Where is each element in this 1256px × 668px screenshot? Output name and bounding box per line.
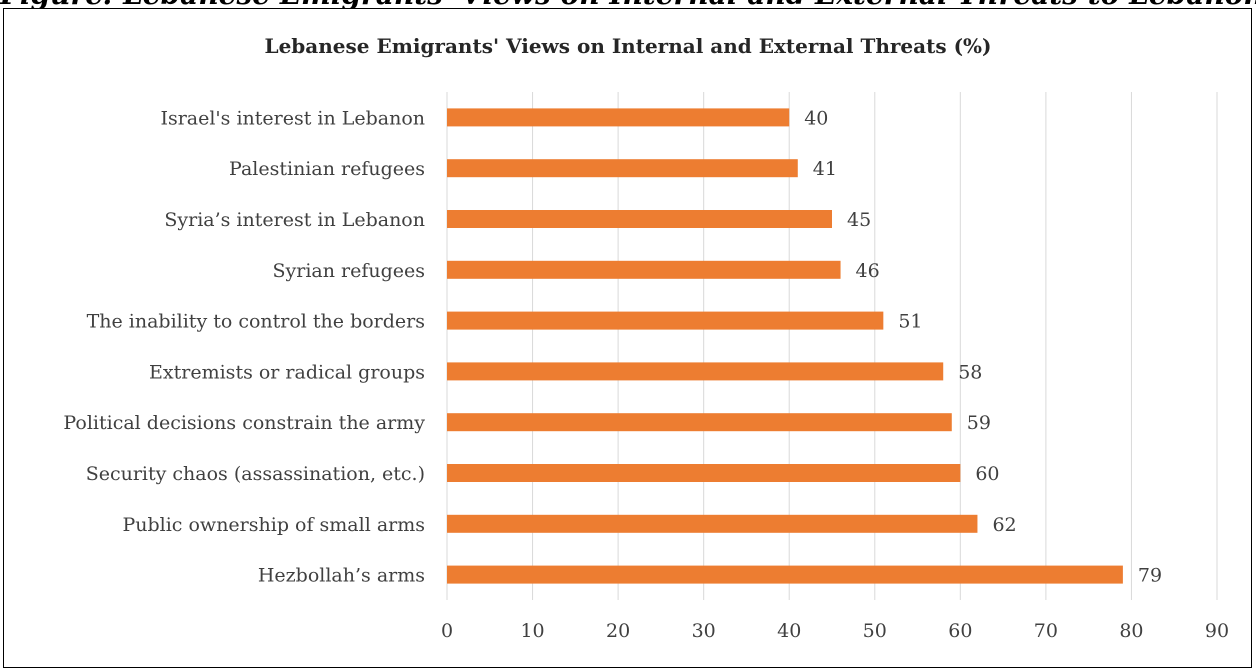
bar xyxy=(447,108,790,127)
figure-heading: Figure: Lebanese Emigrants' Views on Int… xyxy=(0,0,1256,8)
value-label: 51 xyxy=(898,311,922,333)
value-label: 79 xyxy=(1138,565,1162,587)
category-label: Israel's interest in Lebanon xyxy=(160,107,425,129)
category-labels: Israel's interest in Lebanon Palestinian … xyxy=(63,107,425,586)
x-tick-label: 60 xyxy=(948,620,972,642)
x-tick-label: 70 xyxy=(1034,620,1058,642)
bar xyxy=(447,159,798,178)
bar xyxy=(447,464,961,482)
x-tick-label: 40 xyxy=(777,620,801,642)
bar xyxy=(447,260,841,279)
x-axis-ticks: 0 10 20 30 40 50 60 70 80 90 xyxy=(441,620,1229,642)
category-label: Palestinian refugees xyxy=(229,158,425,180)
x-tick-label: 10 xyxy=(520,620,544,642)
value-labels: 40 41 45 46 51 58 59 60 62 79 xyxy=(804,107,1162,586)
x-tick-label: 0 xyxy=(441,620,453,642)
bar xyxy=(447,311,884,330)
x-tick-label: 50 xyxy=(863,620,887,642)
value-label: 40 xyxy=(804,107,828,129)
value-label: 62 xyxy=(992,514,1016,536)
value-label: 60 xyxy=(975,463,999,485)
x-tick-label: 30 xyxy=(692,620,716,642)
value-label: 58 xyxy=(958,361,982,383)
category-label: Extremists or radical groups xyxy=(149,361,425,383)
value-label: 46 xyxy=(856,260,880,282)
bars xyxy=(447,108,1123,584)
category-label: Hezbollah’s arms xyxy=(258,565,425,587)
category-label: Syrian refugees xyxy=(272,260,425,282)
bar xyxy=(447,514,978,533)
x-tick-label: 80 xyxy=(1119,620,1143,642)
bar xyxy=(447,565,1123,584)
category-label: Political decisions constrain the army xyxy=(63,412,425,434)
category-label: Security chaos (assassination, etc.) xyxy=(86,463,425,485)
chart-title: Lebanese Emigrants' Views on Internal an… xyxy=(265,34,992,58)
value-label: 45 xyxy=(847,209,871,231)
value-label: 41 xyxy=(813,158,837,180)
value-label: 59 xyxy=(967,412,991,434)
x-tick-label: 20 xyxy=(606,620,630,642)
category-label: Public ownership of small arms xyxy=(122,514,425,536)
x-tick-label: 90 xyxy=(1205,620,1229,642)
bar xyxy=(447,210,832,228)
bar xyxy=(447,413,952,432)
category-label: Syria’s interest in Lebanon xyxy=(164,209,425,231)
bar xyxy=(447,362,944,381)
category-label: The inability to control the borders xyxy=(87,311,425,333)
